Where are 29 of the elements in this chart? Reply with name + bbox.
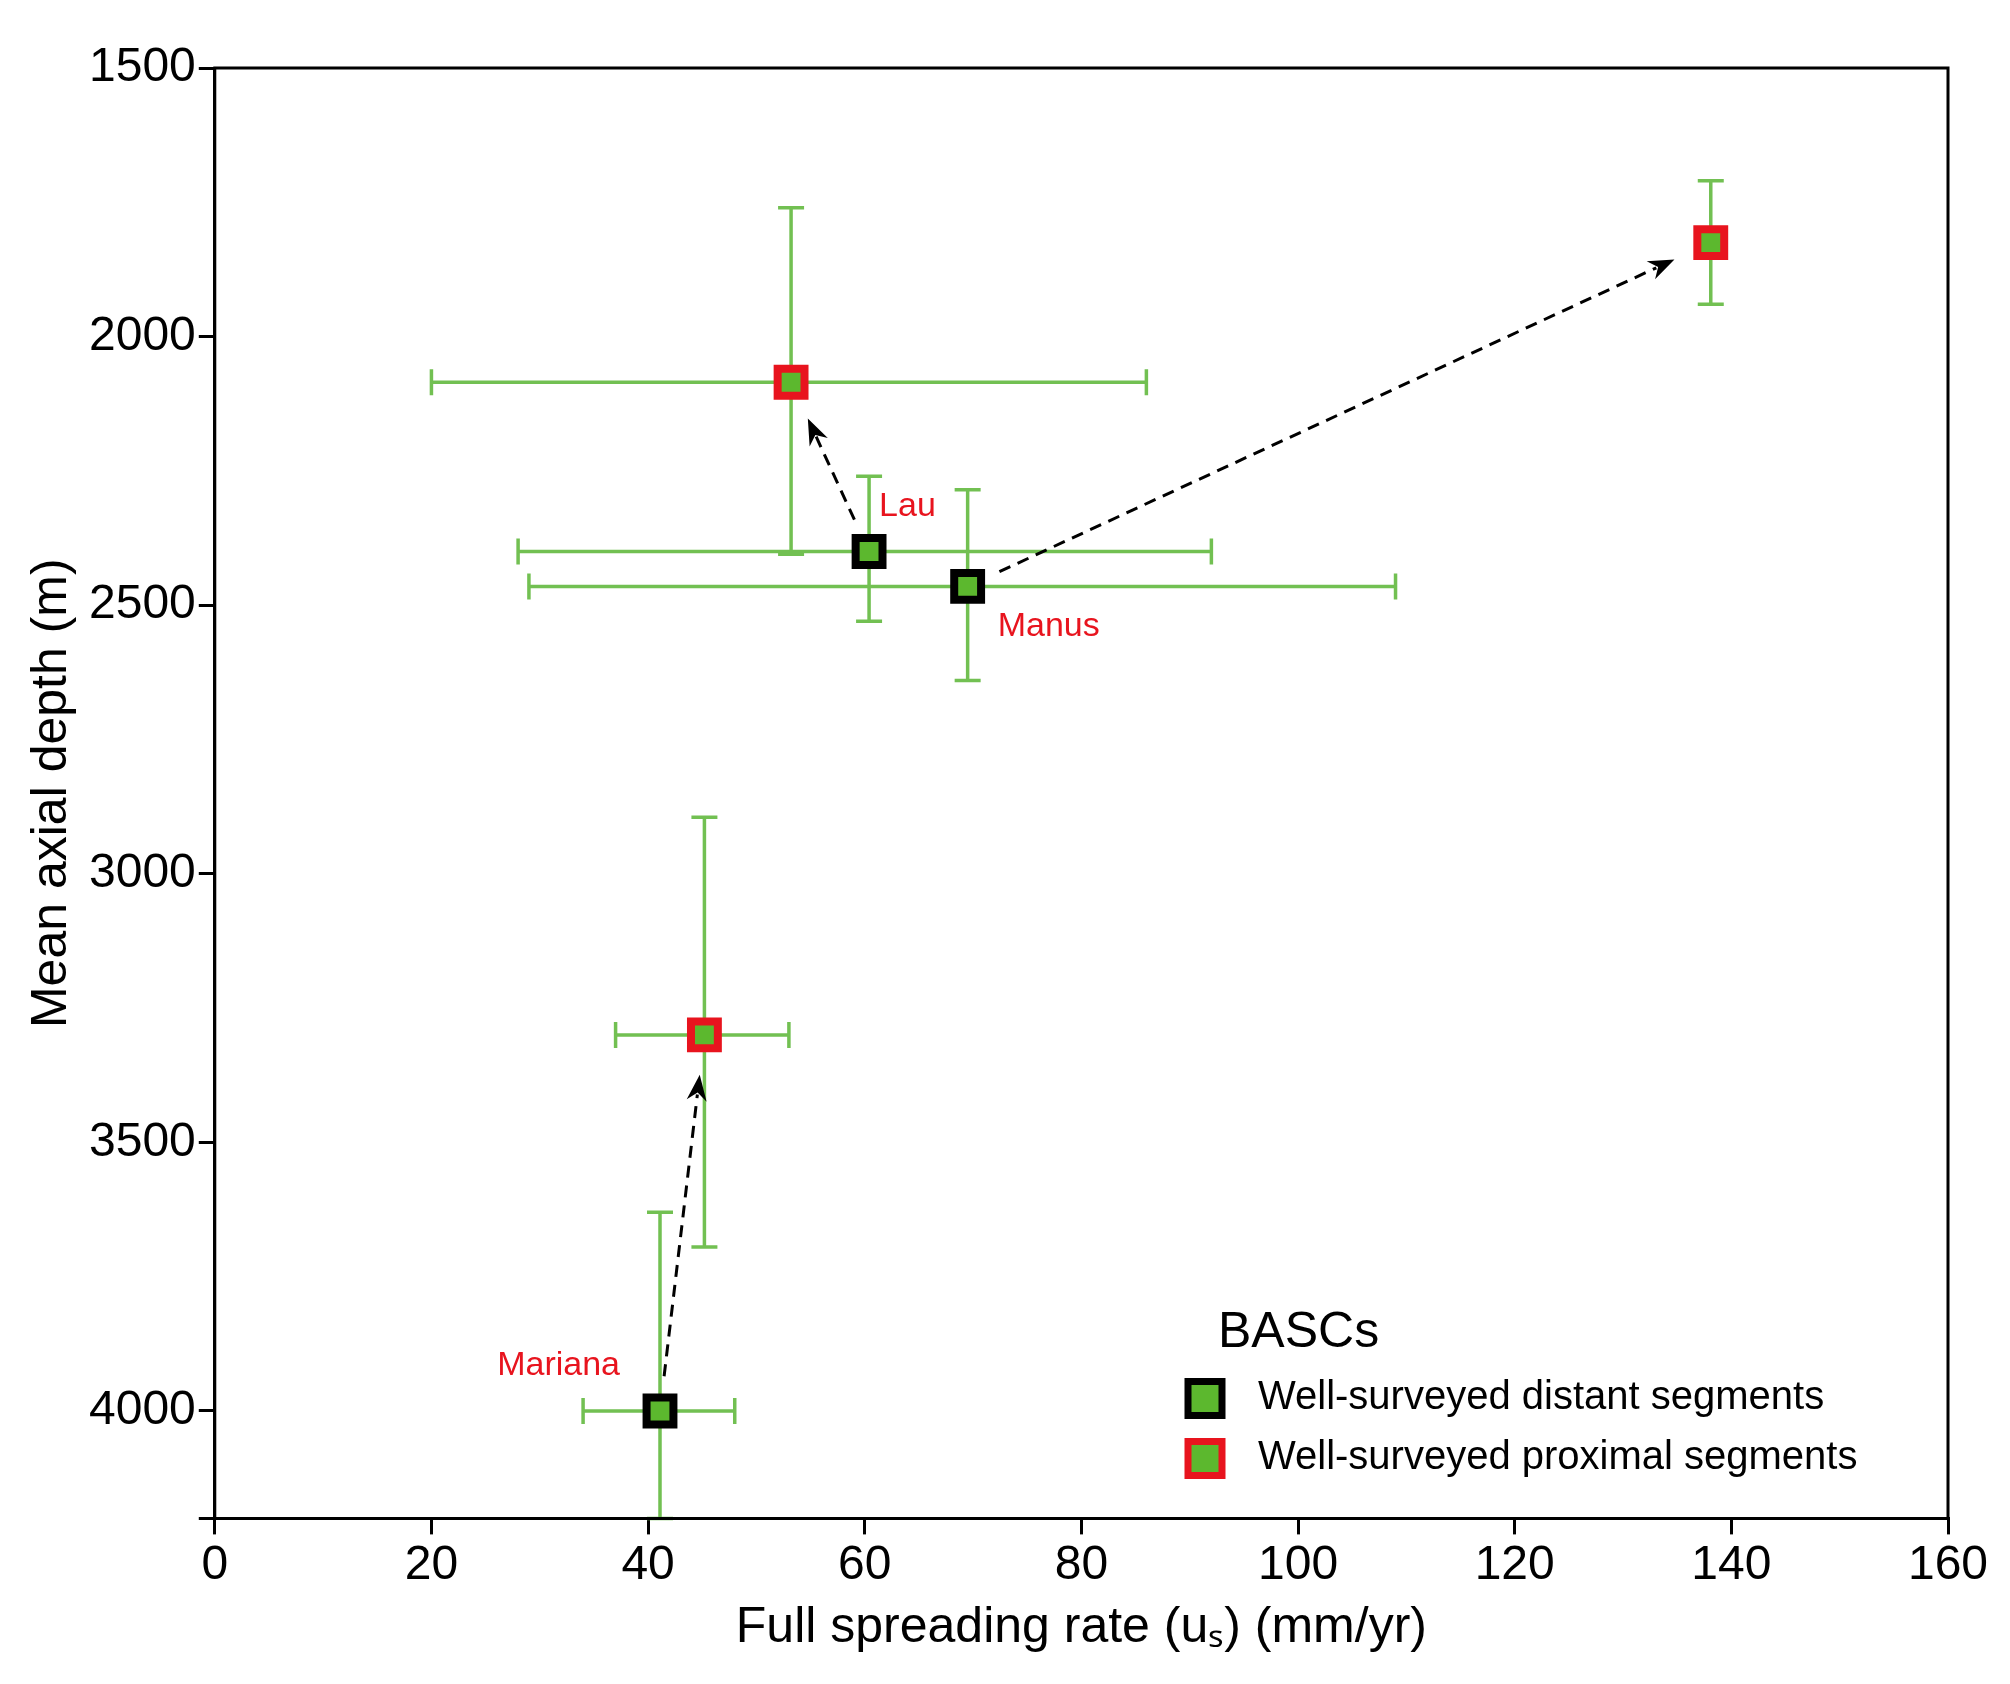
x-axis-title: Full spreading rate (uₛ) (mm/yr): [735, 1596, 1427, 1653]
point: [773, 364, 809, 400]
annotation: Manus: [997, 604, 1100, 643]
y-axis-title: Mean axial depth (m): [20, 558, 77, 1029]
point: [686, 1017, 722, 1053]
point: [851, 534, 887, 569]
y-tick-label: 3500: [89, 1112, 196, 1166]
x-tick-label: 100: [1258, 1536, 1339, 1590]
legend-title: BASCs: [1218, 1302, 1380, 1359]
y-tick-label: 3000: [89, 844, 196, 898]
x-tick-label: 120: [1474, 1536, 1555, 1590]
y-tick-label: 1500: [89, 38, 196, 92]
point: [642, 1393, 678, 1429]
x-tick-label: 60: [838, 1536, 892, 1590]
annotation: Lau: [879, 484, 936, 523]
x-tick-label: 0: [201, 1536, 229, 1590]
annotation: Mariana: [497, 1344, 621, 1383]
point: [950, 568, 986, 604]
legend-label: Well-surveyed distant segments: [1258, 1373, 1825, 1418]
x-tick-label: 140: [1691, 1536, 1772, 1590]
legend-label: Well-surveyed proximal segments: [1258, 1433, 1858, 1478]
y-tick-label: 2000: [89, 306, 196, 360]
point: [1693, 225, 1729, 261]
y-tick-label: 2500: [89, 575, 196, 629]
x-tick-label: 40: [621, 1536, 675, 1590]
x-tick-label: 160: [1907, 1536, 1989, 1590]
x-tick-label: 80: [1054, 1536, 1109, 1590]
x-tick-label: 20: [404, 1536, 459, 1590]
y-tick-label: 4000: [89, 1381, 196, 1435]
